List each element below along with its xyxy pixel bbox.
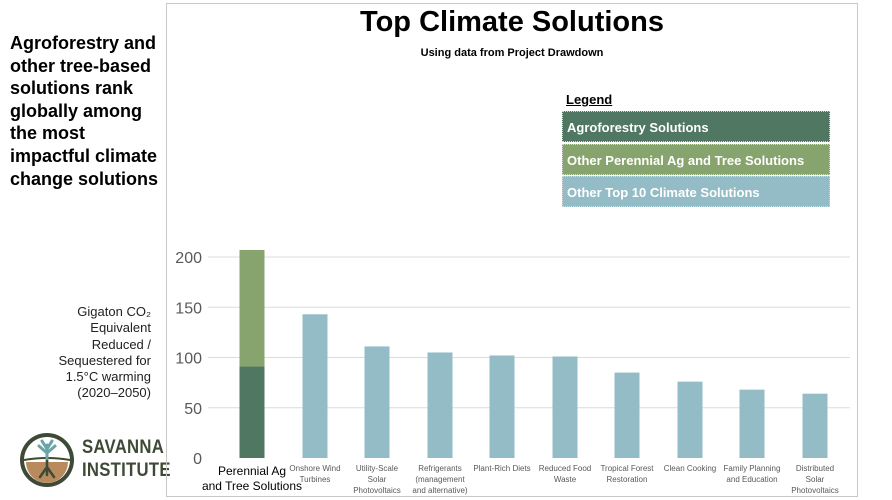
- logo-line-1: SAVANNA: [82, 437, 165, 458]
- x-tick-label: Turbines: [300, 475, 331, 484]
- x-tick-label: Tropical Forest: [600, 464, 654, 473]
- logo-line-2: INSTITUTE: [82, 460, 171, 481]
- x-tick-label: Photovoltaics: [353, 486, 401, 495]
- x-tick-label: Distributed: [796, 464, 834, 473]
- chart-subtitle: Using data from Project Drawdown: [420, 47, 604, 59]
- y-tick-label: 100: [175, 351, 202, 368]
- y-tick-label: 0: [193, 451, 202, 468]
- x-tick-label: Plant-Rich Diets: [473, 464, 530, 473]
- bar-other-top10: [364, 346, 390, 458]
- legend: Legend Agroforestry Solutions Other Pere…: [562, 91, 830, 209]
- x-tick-label: and alternative): [412, 486, 467, 495]
- bar-other-top10: [677, 381, 703, 458]
- legend-item-other-perennial: Other Perennial Ag and Tree Solutions: [562, 143, 830, 175]
- x-tick-label: Restoration: [607, 475, 648, 484]
- x-tick-label: and Education: [726, 475, 777, 484]
- chart-panel: [166, 3, 858, 497]
- bar-agroforestry: [239, 366, 265, 458]
- x-tick-label: Waste: [554, 475, 577, 484]
- bar-other-top10: [739, 389, 765, 458]
- y-tick-label: 200: [175, 250, 202, 267]
- y-tick-label: 50: [184, 401, 202, 418]
- bar-other-top10: [552, 356, 578, 458]
- y-axis-label-line: (2020–2050): [77, 385, 151, 401]
- x-tick-label: Onshore Wind: [289, 464, 340, 473]
- y-axis-label-line: Equivalent: [90, 320, 151, 336]
- y-axis-label-line: Sequestered for: [58, 352, 151, 368]
- chart-title: Top Climate Solutions: [360, 6, 664, 38]
- x-tick-label: Utility-Scale: [356, 464, 399, 473]
- x-tick-label: Reduced Food: [539, 464, 591, 473]
- bar-other-top10: [802, 393, 828, 458]
- x-tick-label: (management: [415, 475, 465, 484]
- legend-item-agroforestry: Agroforestry Solutions: [562, 111, 830, 142]
- y-axis-label: Gigaton CO₂ Equivalent Reduced / Sequest…: [10, 304, 151, 402]
- x-tick-label: Solar: [368, 475, 387, 484]
- x-tick-label: Perennial Ag: [218, 464, 286, 478]
- x-tick-label: Solar: [806, 475, 825, 484]
- headline: Agroforestry and other tree-based soluti…: [10, 33, 159, 189]
- x-tick-label: Family Planning: [724, 464, 781, 473]
- x-tick-label: Refrigerants: [418, 464, 462, 473]
- bar-other-perennial: [239, 249, 265, 367]
- x-tick-label: and Tree Solutions: [202, 479, 302, 493]
- x-tick-label: Photovoltaics: [791, 486, 839, 495]
- y-tick-label: 150: [175, 300, 202, 317]
- savanna-institute-logo-icon: [20, 433, 74, 487]
- legend-item-other-top10: Other Top 10 Climate Solutions: [562, 176, 830, 207]
- y-axis-label-line: Gigaton CO₂: [77, 304, 151, 319]
- bar-other-top10: [302, 314, 328, 458]
- y-axis-label-line: Reduced /: [91, 336, 151, 352]
- bar-other-top10: [614, 372, 640, 458]
- x-tick-label: Clean Cooking: [664, 464, 716, 473]
- y-axis-label-line: 1.5°C warming: [65, 369, 151, 385]
- legend-title: Legend: [566, 92, 613, 107]
- logo-text: SAVANNA INSTITUTE: [82, 436, 171, 482]
- bar-other-top10: [489, 355, 515, 458]
- bar-other-top10: [427, 352, 453, 458]
